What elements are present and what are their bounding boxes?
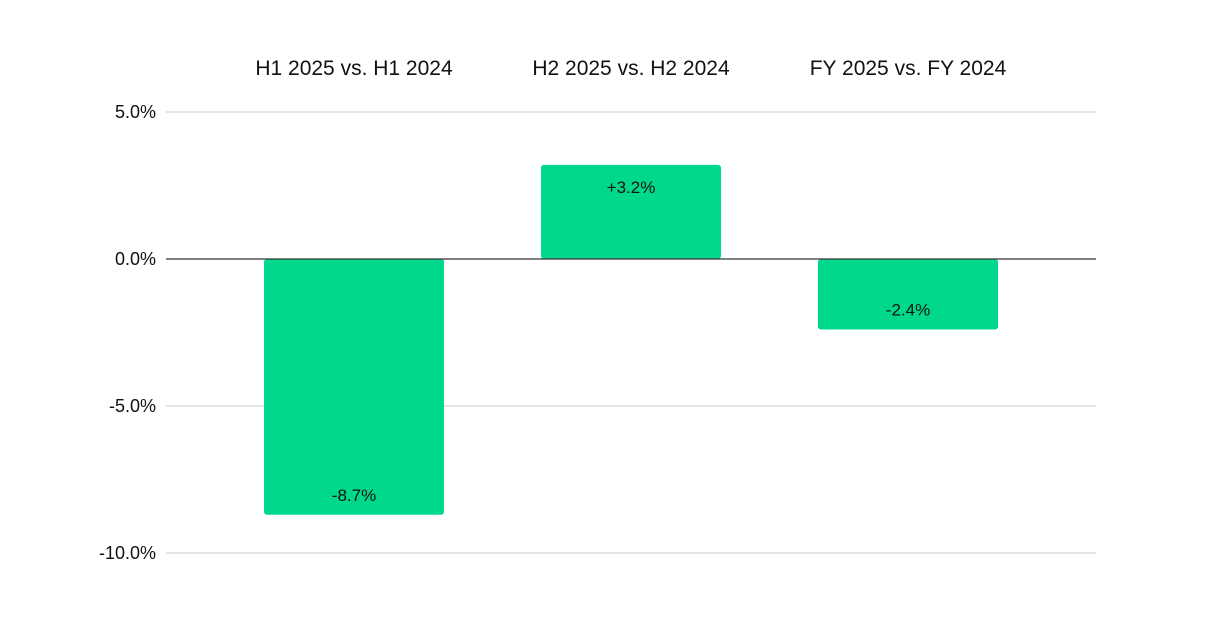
y-tick-label: -10.0% <box>99 543 156 563</box>
y-tick-label: 5.0% <box>115 102 156 122</box>
y-tick-label: -5.0% <box>109 396 156 416</box>
category-label: H1 2025 vs. H1 2024 <box>255 57 453 80</box>
data-label: +3.2% <box>607 178 656 197</box>
bar <box>264 259 444 515</box>
bar <box>818 259 998 330</box>
data-label: -8.7% <box>332 486 376 505</box>
data-label: -2.4% <box>886 301 930 320</box>
bar <box>541 164 721 259</box>
y-tick-label: 0.0% <box>115 249 156 269</box>
category-label: H2 2025 vs. H2 2024 <box>532 57 730 80</box>
category-label: FY 2025 vs. FY 2024 <box>810 57 1007 80</box>
